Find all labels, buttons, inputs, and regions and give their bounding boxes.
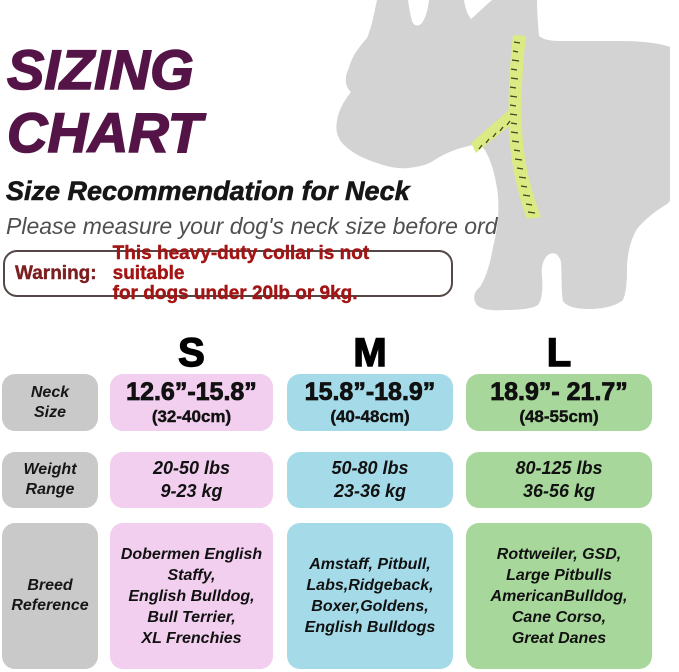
measuring-tape-vertical [508,35,541,219]
warning-message: This heavy-duty collar is not suitable f… [112,242,370,304]
weight-range-cell-s: 20-50 lbs 9-23 kg [110,452,273,508]
row-label-weight-range: Weight Range [2,452,98,508]
neck-size-l-inches: 18.9”- 21.7” [490,378,628,406]
dog-silhouette-icon [336,0,670,311]
neck-size-s-inches: 12.6”-15.8” [126,378,257,406]
weight-range-cell-l: 80-125 lbs 36-56 kg [466,452,652,508]
weight-range-cell-m: 50-80 lbs 23-36 kg [287,452,453,508]
column-header-s: S [177,331,205,375]
page-title: SIZING CHART [6,37,203,165]
sizing-table: S M L Neck Size 12.6”-15.8” (32-40cm) 15… [2,332,652,669]
neck-size-m-cm: (40-48cm) [330,407,410,426]
neck-size-cell-l: 18.9”- 21.7” (48-55cm) [466,374,652,431]
warning-box: Warning: This heavy-duty collar is not s… [3,243,453,303]
neck-size-m-inches: 15.8”-18.9” [304,378,436,406]
breed-reference-cell-l: Rottweiler, GSD, Large Pitbulls American… [466,523,652,669]
page-subtitle: Size Recommendation for Neck [6,176,410,207]
neck-size-cell-s: 12.6”-15.8” (32-40cm) [110,374,273,431]
neck-size-s-cm: (32-40cm) [151,407,232,426]
breed-reference-cell-m: Amstaff, Pitbull, Labs,Ridgeback, Boxer,… [287,523,453,669]
dog-body-shape [336,0,670,311]
row-label-neck-size: Neck Size [2,374,98,431]
dog-illustration [330,0,679,320]
column-header-l: L [546,331,572,375]
measuring-tape-ticks [478,41,536,214]
row-label-breed-reference: Breed Reference [2,523,98,669]
breed-reference-cell-s: Dobermen English Staffy, English Bulldog… [110,523,273,669]
measuring-tape-branch [471,110,518,153]
column-header-m: M [353,331,388,375]
warning-label: Warning: [15,262,97,284]
neck-size-l-cm: (48-55cm) [519,407,599,426]
measure-note: Please measure your dog's neck size befo… [6,213,549,239]
neck-size-cell-m: 15.8”-18.9” (40-48cm) [287,374,453,431]
